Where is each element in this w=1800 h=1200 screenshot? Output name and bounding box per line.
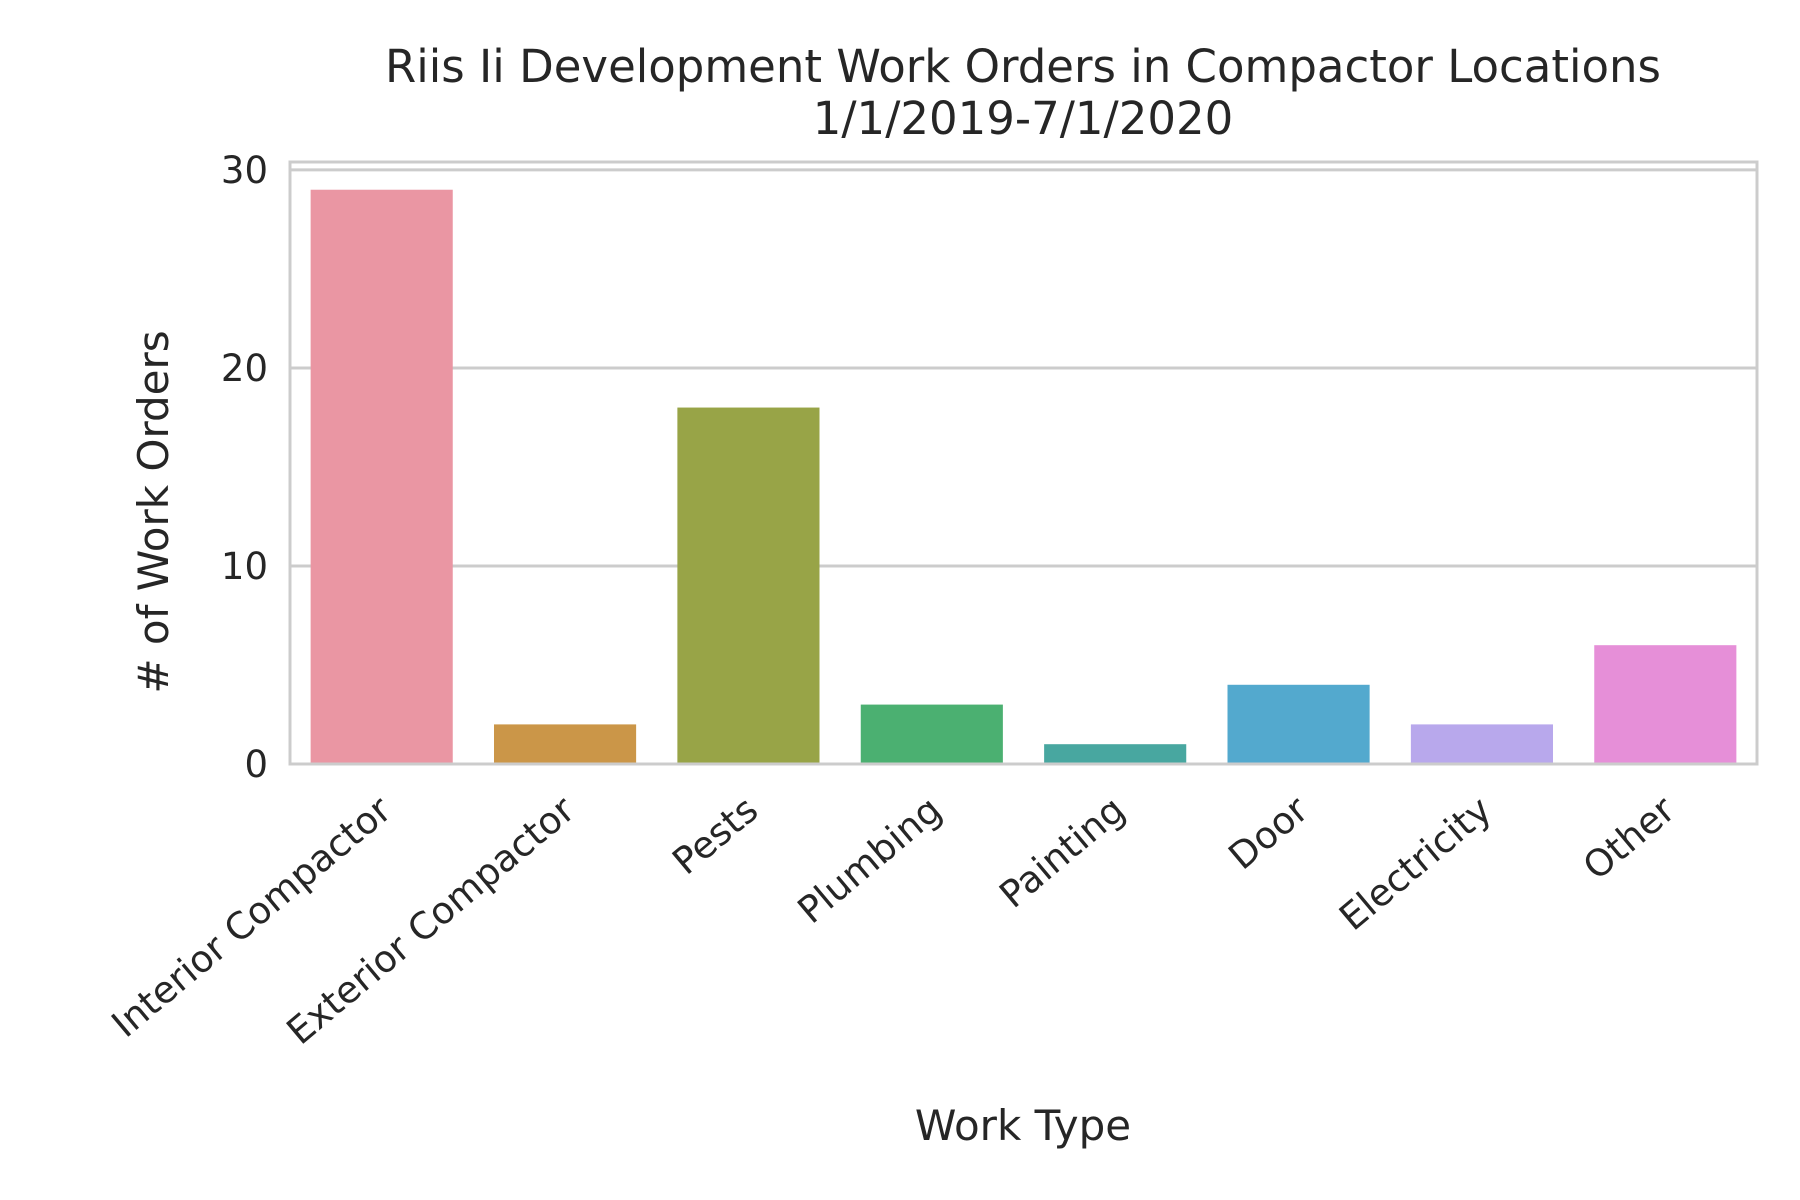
x-tick-label: Door — [1221, 787, 1317, 878]
x-tick-label: Other — [1575, 787, 1684, 888]
bar-door — [1227, 684, 1370, 764]
x-tick-label: Pests — [664, 788, 766, 883]
bar-exterior-compactor — [494, 724, 637, 764]
bar-plumbing — [860, 704, 1003, 764]
bar-electricity — [1410, 724, 1553, 764]
y-tick-label: 0 — [244, 743, 268, 786]
gridlines — [290, 168, 1757, 766]
y-tick-label: 10 — [221, 545, 268, 588]
y-tick-label: 20 — [221, 347, 268, 390]
y-tick-label: 30 — [221, 149, 268, 192]
y-axis-ticks: 0 10 20 30 — [221, 149, 268, 786]
chart-title: Riis Ii Development Work Orders in Compa… — [385, 40, 1661, 93]
y-axis-label: # of Work Orders — [129, 330, 178, 693]
x-tick-label: Plumbing — [790, 788, 950, 932]
bar-other — [1594, 645, 1737, 764]
bar-pests — [677, 407, 820, 764]
x-tick-label: Electricity — [1331, 788, 1499, 939]
x-axis-label: Work Type — [915, 1101, 1131, 1150]
bars — [310, 189, 1737, 764]
chart-subtitle: 1/1/2019-7/1/2020 — [813, 92, 1233, 145]
bar-interior-compactor — [310, 189, 453, 764]
x-tick-label: Painting — [991, 788, 1133, 917]
plot-frame — [288, 160, 1759, 766]
bar-painting — [1044, 744, 1187, 764]
